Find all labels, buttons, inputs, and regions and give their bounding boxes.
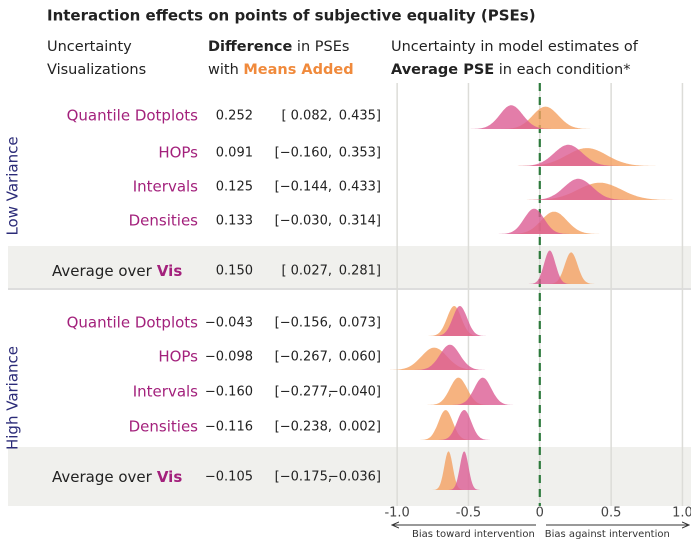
- row-label: Quantile Dotplots: [67, 314, 199, 332]
- density-ridge: [390, 410, 691, 440]
- x-tick-label: -1.0: [384, 506, 409, 521]
- group-label: Low Variance: [4, 136, 22, 235]
- difference: 0.125: [216, 180, 253, 195]
- difference: −0.098: [205, 350, 253, 365]
- average-band: [8, 447, 691, 506]
- column-header: with Means Added: [208, 62, 354, 78]
- average-label: Average over Vis: [52, 262, 182, 280]
- header-part: Difference: [208, 39, 292, 55]
- density-ridge: [390, 377, 691, 405]
- average-text: Average over: [52, 468, 153, 486]
- ci-high: 0.002]: [339, 420, 381, 435]
- group-label: High Variance: [4, 346, 22, 450]
- ci-low: [−0.175,: [275, 470, 332, 485]
- row-label: HOPs: [158, 144, 198, 162]
- ci-low: [−0.267,: [275, 350, 332, 365]
- density-ridge: [390, 182, 691, 200]
- column-header: Average PSE in each condition*: [391, 62, 630, 78]
- ci-low: [−0.277,: [275, 385, 332, 400]
- density-ridge: [390, 250, 691, 284]
- density-ridge: [390, 451, 691, 490]
- difference: 0.091: [216, 146, 253, 161]
- difference: −0.160: [205, 385, 253, 400]
- density-ridge: [390, 148, 691, 166]
- ci-low: [−0.160,: [275, 146, 332, 161]
- ci-high: 0.435]: [339, 109, 381, 124]
- row-label: Densities: [129, 418, 199, 436]
- header-part: Visualizations: [47, 62, 146, 78]
- average-em: Vis: [157, 262, 182, 280]
- x-tick-label: 0.5: [601, 506, 622, 521]
- difference: −0.043: [205, 316, 253, 331]
- average-label: Average over Vis: [52, 468, 182, 486]
- difference: −0.105: [205, 470, 253, 485]
- header-part: Uncertainty in model estimates of: [391, 39, 639, 55]
- density-ridge: [390, 208, 691, 234]
- header-part: Average PSE: [391, 62, 494, 78]
- ci-low: [ 0.082,: [281, 109, 332, 124]
- x-tick-label: -0.5: [456, 506, 481, 521]
- density-ridge: [390, 347, 691, 370]
- axis-note: Bias toward intervention: [412, 529, 535, 539]
- difference: 0.133: [216, 214, 253, 229]
- difference: 0.150: [216, 264, 253, 279]
- header-part: in PSEs: [292, 39, 349, 55]
- density-ridge: [390, 410, 691, 440]
- ci-high: −0.036]: [328, 470, 381, 485]
- ci-high: 0.433]: [339, 180, 381, 195]
- column-header: Uncertainty: [47, 39, 132, 55]
- density-ridge: [390, 106, 691, 129]
- x-tick-label: 1.0: [672, 506, 691, 521]
- row-label: Quantile Dotplots: [67, 107, 199, 125]
- column-header: Visualizations: [47, 62, 146, 78]
- ci-high: 0.353]: [339, 146, 381, 161]
- ci-high: 0.073]: [339, 316, 381, 331]
- ci-low: [−0.238,: [275, 420, 332, 435]
- ci-high: 0.281]: [339, 264, 381, 279]
- density-ridge: [390, 306, 691, 336]
- header-part: with: [208, 62, 243, 78]
- difference: −0.116: [205, 420, 253, 435]
- ci-low: [ 0.027,: [281, 264, 332, 279]
- column-header: Uncertainty in model estimates of: [391, 39, 639, 55]
- difference: 0.252: [216, 109, 253, 124]
- row-label: Intervals: [133, 178, 198, 196]
- density-ridge: [390, 451, 691, 490]
- density-ridge: [390, 344, 691, 370]
- average-em: Vis: [157, 468, 182, 486]
- ci-high: 0.060]: [339, 350, 381, 365]
- ci-low: [−0.030,: [275, 214, 332, 229]
- header-part: Means Added: [243, 62, 353, 78]
- row-label: Densities: [129, 212, 199, 230]
- ci-high: −0.040]: [328, 385, 381, 400]
- column-header: Difference in PSEs: [208, 39, 349, 55]
- header-part: in each condition*: [494, 62, 630, 78]
- header-part: Uncertainty: [47, 39, 132, 55]
- x-tick-label: 0: [536, 506, 544, 521]
- ci-low: [−0.144,: [275, 180, 332, 195]
- axis-note: Bias against intervention: [545, 529, 670, 539]
- chart-title: Interaction effects on points of subject…: [47, 7, 536, 25]
- ci-low: [−0.156,: [275, 316, 332, 331]
- row-label: Intervals: [133, 383, 198, 401]
- ci-high: 0.314]: [339, 214, 381, 229]
- average-text: Average over: [52, 262, 153, 280]
- row-label: HOPs: [158, 348, 198, 366]
